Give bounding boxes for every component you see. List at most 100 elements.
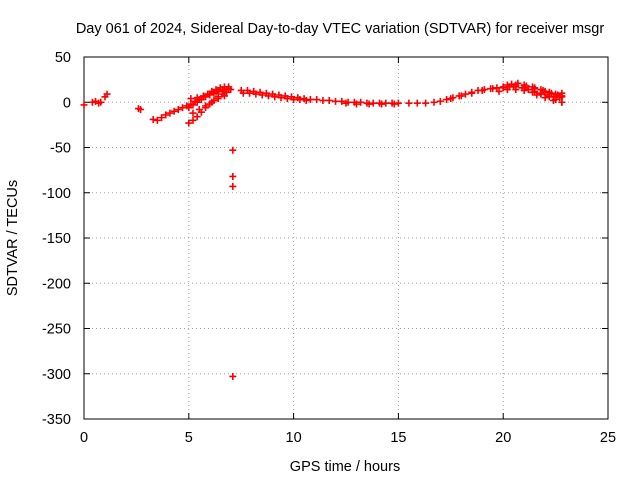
data-point: [290, 96, 298, 104]
data-point: [252, 90, 260, 98]
data-point: [436, 97, 444, 105]
data-point: [390, 100, 398, 108]
axis-ticks: 0 5 10 15 20 25 50 0 -50 -100 -150 -200 -250 -300 -350: [42, 50, 616, 446]
data-point: [545, 93, 553, 101]
y-tick-label: -50: [50, 141, 71, 157]
data-point: [214, 95, 222, 103]
data-point: [522, 82, 530, 90]
data-point: [212, 88, 220, 96]
data-point: [158, 114, 166, 122]
x-tick-label: 20: [495, 430, 511, 446]
data-point: [319, 96, 327, 104]
data-point: [313, 96, 321, 104]
data-point: [179, 104, 187, 112]
data-point: [80, 101, 88, 109]
data-point: [271, 93, 279, 101]
data-point: [197, 96, 205, 104]
x-axis-label: GPS time / hours: [290, 459, 400, 475]
data-point: [277, 94, 285, 102]
data-point: [533, 91, 541, 99]
data-point: [229, 372, 237, 380]
data-point: [524, 86, 532, 94]
data-point: [166, 109, 174, 117]
data-point: [378, 100, 386, 108]
data-point: [338, 97, 346, 105]
data-point: [493, 84, 501, 92]
data-point: [443, 96, 451, 104]
data-point: [430, 98, 438, 106]
data-point: [529, 88, 537, 96]
gridlines: [84, 57, 608, 419]
data-point: [394, 99, 402, 107]
data-point: [352, 100, 360, 108]
x-tick-label: 5: [185, 430, 193, 446]
data-point: [325, 96, 333, 104]
data-point: [162, 111, 170, 119]
data-point: [499, 84, 507, 92]
data-point: [208, 98, 216, 106]
data-point: [189, 116, 197, 124]
x-tick-label: 0: [80, 430, 88, 446]
data-point: [306, 96, 314, 104]
data-point: [174, 105, 182, 113]
data-point: [512, 81, 520, 89]
data-point: [283, 95, 291, 103]
data-point: [229, 146, 237, 154]
data-point: [531, 84, 539, 92]
y-tick-label: -200: [42, 276, 71, 292]
data-point: [422, 99, 430, 107]
data-point: [447, 95, 455, 103]
data-points: [80, 79, 566, 380]
data-point: [187, 95, 195, 103]
y-tick-label: -350: [42, 412, 71, 428]
data-point: [189, 109, 197, 117]
plot-frame: [83, 56, 609, 420]
data-point: [264, 92, 272, 100]
x-tick-label: 25: [600, 430, 616, 446]
data-point: [239, 89, 247, 97]
data-point: [296, 96, 304, 104]
y-tick-label: -100: [42, 186, 71, 202]
data-point: [88, 98, 96, 106]
x-tick-label: 15: [390, 430, 406, 446]
data-point: [382, 99, 390, 107]
data-point: [369, 99, 377, 107]
y-tick-label: 50: [55, 50, 71, 66]
y-tick-label: -150: [42, 231, 71, 247]
data-point: [170, 107, 178, 115]
data-point: [495, 87, 503, 95]
data-point: [103, 90, 111, 98]
data-point: [149, 115, 157, 123]
data-point: [193, 113, 201, 121]
y-tick-label: -250: [42, 322, 71, 338]
data-point: [365, 100, 373, 108]
data-point: [547, 89, 555, 97]
data-point: [558, 89, 566, 97]
data-point: [199, 92, 207, 100]
data-point: [202, 102, 210, 110]
data-point: [539, 86, 547, 94]
data-point: [218, 86, 226, 94]
data-point: [332, 97, 340, 105]
data-point: [503, 81, 511, 89]
data-point: [189, 101, 197, 109]
data-point: [468, 89, 476, 97]
data-point: [225, 85, 233, 93]
data-point: [342, 99, 350, 107]
data-point: [478, 86, 486, 94]
data-point: [97, 98, 105, 106]
data-point: [229, 172, 237, 180]
data-point: [541, 94, 549, 102]
data-point: [461, 90, 469, 98]
data-point: [206, 90, 214, 98]
data-point: [537, 90, 545, 98]
data-point: [153, 116, 161, 124]
data-point: [405, 99, 413, 107]
data-point: [550, 96, 558, 104]
data-point: [558, 98, 566, 106]
data-point: [520, 86, 528, 94]
data-point: [185, 104, 193, 112]
data-point: [193, 94, 201, 102]
y-tick-label: 0: [63, 95, 71, 111]
